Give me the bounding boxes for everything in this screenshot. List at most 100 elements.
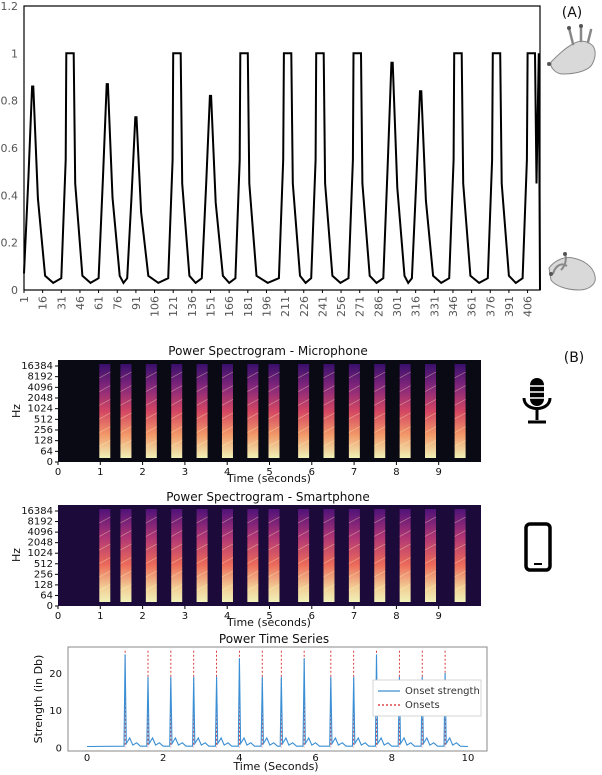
- spectrogram-harmonic: [454, 412, 466, 420]
- spectrogram-burst: [145, 364, 157, 458]
- time-series-x-tick-label: 6: [312, 753, 318, 764]
- spectrogram-harmonic: [99, 557, 111, 564]
- spectrogram-harmonic: [120, 530, 132, 537]
- chart-a-x-tick-label: 1: [18, 296, 31, 303]
- spectrogram-burst: [268, 509, 280, 602]
- spectrogram-harmonic: [268, 412, 280, 420]
- spectrogram-harmonic: [145, 412, 157, 420]
- time-series-xlabel: Time (Seconds): [232, 760, 318, 773]
- chart-a-x-tick-label: 46: [74, 296, 87, 310]
- spectrogram-harmonic: [247, 426, 259, 433]
- spectrogram-harmonic: [374, 557, 386, 564]
- spectrogram-harmonic: [454, 371, 466, 379]
- spectrogram-burst: [298, 509, 310, 602]
- spectrogram-burst: [454, 364, 466, 458]
- spectrogram-harmonic: [348, 570, 361, 578]
- spectrogram-y-tick-label: 8192: [28, 372, 53, 383]
- spectrogram-harmonic: [171, 412, 183, 420]
- spectrogram-harmonic: [145, 557, 157, 564]
- spectrogram-burst: [298, 364, 310, 458]
- spectrogram-harmonic: [348, 399, 361, 406]
- spectrogram-phone-bursts: [99, 509, 466, 602]
- spectrogram-harmonic: [145, 371, 157, 379]
- chart-a-x-tick-label: 391: [503, 296, 516, 317]
- spectrogram-x-tick-label: 0: [55, 467, 61, 478]
- spectrogram-harmonic: [221, 557, 234, 564]
- hand-pinch-icon: [548, 252, 596, 291]
- spectrogram-harmonic: [374, 516, 386, 524]
- spectrogram-harmonic: [221, 412, 234, 420]
- spectrogram-x-tick-label: 7: [351, 611, 357, 622]
- spectrogram-harmonic: [323, 557, 335, 564]
- hand-aperture-chart: 0 0.2 0.4 0.6 0.8 1 1.2 1 16 31 46 61 76 91 106 121 136…: [1, 0, 541, 317]
- spectrogram-burst: [454, 509, 466, 602]
- spectrogram-harmonic: [196, 371, 208, 379]
- time-series-x-tick-label: 2: [160, 753, 166, 764]
- spectrogram-harmonic: [399, 570, 411, 578]
- spectrogram-harmonic: [297, 570, 310, 578]
- spectrogram-harmonic: [323, 543, 335, 551]
- spectrogram-harmonic: [221, 570, 234, 578]
- chart-a-y-tick-label: 0.2: [1, 237, 19, 250]
- spectrogram-y-tick-label: 2048: [28, 538, 53, 549]
- time-series-x-tick-label: 10: [462, 753, 475, 764]
- legend-label-onsets: Onsets: [405, 700, 440, 711]
- spectrogram-harmonic: [171, 543, 183, 551]
- time-series-y-tick-label: 0: [56, 743, 62, 754]
- panel-a-label: (A): [562, 5, 583, 21]
- spectrogram-harmonic: [196, 516, 208, 524]
- spectrogram-harmonic: [145, 516, 157, 524]
- spectrogram-harmonic: [145, 440, 157, 447]
- spectrogram-harmonic: [323, 570, 335, 578]
- spectrogram-harmonic: [221, 584, 234, 591]
- spectrogram-harmonic: [247, 385, 259, 392]
- spectrogram-harmonic: [196, 557, 208, 564]
- spectrogram-burst: [120, 509, 132, 602]
- time-series-x-tick-label: 4: [236, 753, 242, 764]
- spectrogram-x-tick-label: 8: [393, 611, 399, 622]
- spectrogram-harmonic: [99, 440, 111, 447]
- spectrogram-harmonic: [399, 557, 411, 564]
- spectrogram-harmonic: [454, 584, 466, 591]
- spectrogram-harmonic: [297, 557, 310, 564]
- chart-a-y-ticks: 0 0.2 0.4 0.6 0.8 1 1.2: [1, 0, 19, 297]
- spectrogram-harmonic: [120, 440, 132, 447]
- spectrogram-harmonic: [221, 371, 234, 379]
- spectrogram-burst: [221, 364, 233, 458]
- spectrogram-harmonic: [348, 385, 361, 392]
- spectrogram-harmonic: [399, 399, 411, 406]
- chart-a-x-tick-label: 286: [372, 296, 385, 317]
- spectrogram-harmonic: [120, 570, 132, 578]
- spectrogram-harmonic: [247, 371, 259, 379]
- spectrogram-harmonic: [424, 584, 437, 591]
- spectrogram-harmonic: [374, 440, 386, 447]
- spectrogram-y-tick-label: 64: [40, 446, 53, 457]
- spectrogram-x-tick-label: 7: [351, 467, 357, 478]
- spectrogram-harmonic: [99, 426, 111, 433]
- spectrogram-harmonic: [221, 426, 234, 433]
- spectrogram-x-tick-label: 4: [224, 467, 230, 478]
- time-series-y-tick-label: 20: [49, 669, 62, 680]
- chart-a-x-tick-label: 76: [111, 296, 124, 310]
- spectrogram-burst: [374, 509, 386, 602]
- spectrogram-phone-x-ticks: 0 1 2 3 4 5 6 7 8 9: [55, 606, 442, 622]
- spectrogram-harmonic: [454, 440, 466, 447]
- spectrogram-harmonic: [120, 399, 132, 406]
- spectrogram-harmonic: [323, 371, 335, 379]
- chart-a-x-tick-label: 121: [167, 296, 180, 317]
- spectrogram-harmonic: [297, 385, 310, 392]
- spectrogram-harmonic: [348, 440, 361, 447]
- spectrogram-harmonic: [268, 516, 280, 524]
- spectrogram-harmonic: [120, 543, 132, 551]
- spectrogram-harmonic: [196, 570, 208, 578]
- time-series-line: [86, 654, 469, 748]
- spectrogram-harmonic: [196, 440, 208, 447]
- spectrogram-y-tick-label: 512: [34, 414, 53, 425]
- spectrogram-phone-ylabel: Hz: [10, 548, 23, 562]
- spectrogram-harmonic: [374, 530, 386, 537]
- spectrogram-harmonic: [120, 516, 132, 524]
- spectrogram-harmonic: [454, 570, 466, 578]
- spectrogram-harmonic: [99, 371, 111, 379]
- chart-a-x-tick-label: 316: [410, 296, 423, 317]
